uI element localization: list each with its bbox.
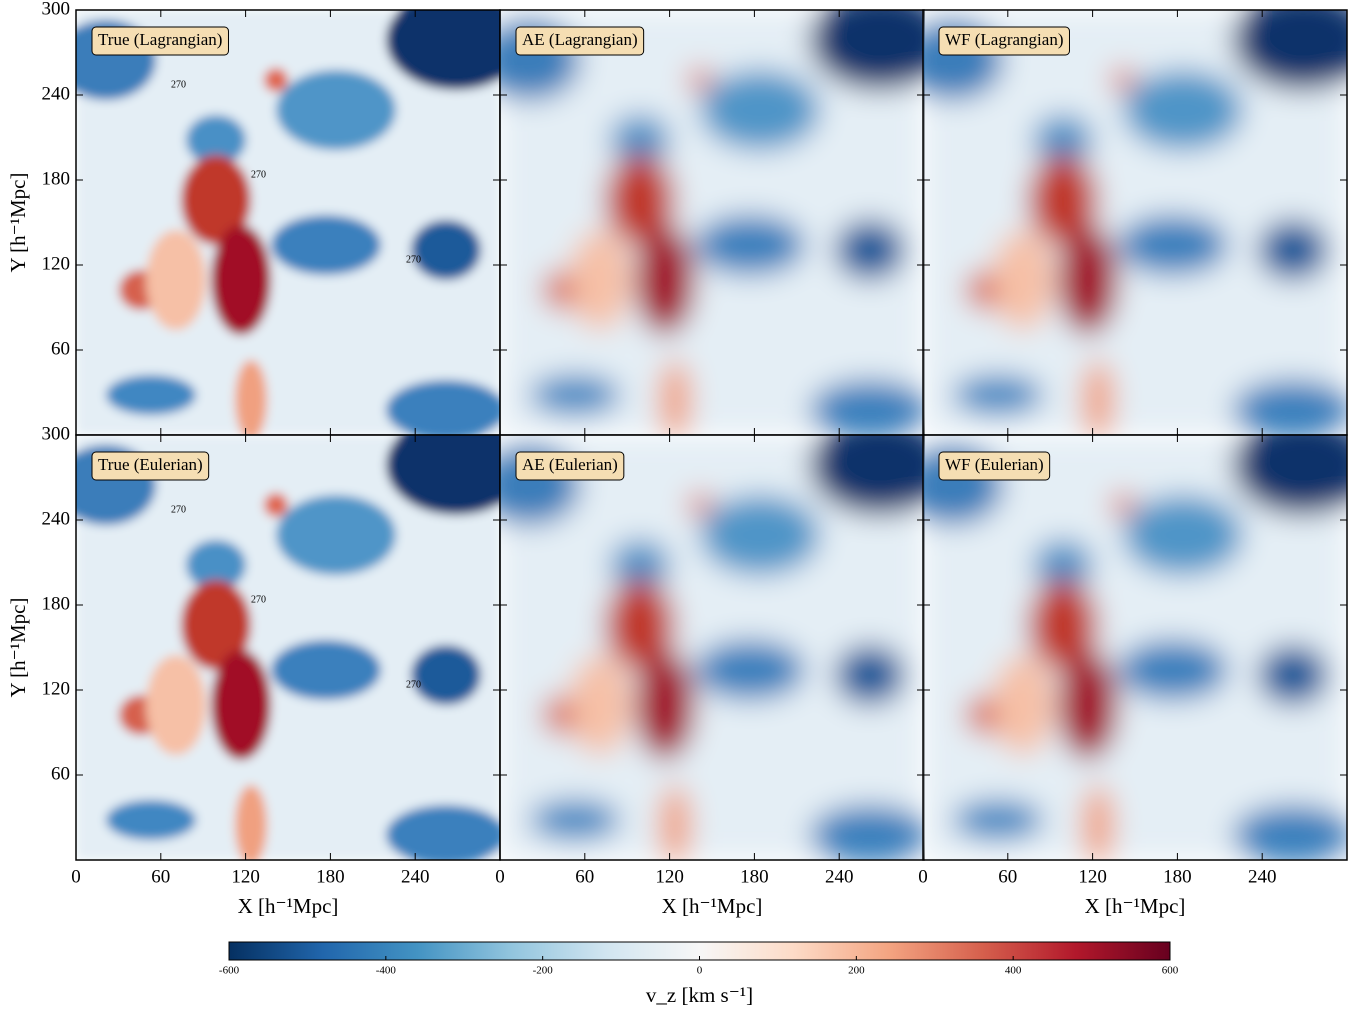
contour-label: 270 bbox=[406, 254, 421, 265]
y-axis-label: Y [h⁻¹Mpc] bbox=[6, 173, 30, 273]
y-tick-label: 180 bbox=[42, 593, 71, 614]
field bbox=[76, 435, 500, 860]
panel-title: AE (Lagrangian) bbox=[522, 30, 638, 49]
panel-title: AE (Eulerian) bbox=[522, 455, 618, 474]
panel-title-box bbox=[515, 451, 625, 481]
contour-label: 270 bbox=[171, 79, 186, 90]
panel-title-box bbox=[938, 26, 1070, 56]
colorbar-tick-label: 0 bbox=[697, 965, 703, 977]
x-axis-label: X [h⁻¹Mpc] bbox=[662, 894, 763, 918]
y-tick-label: 60 bbox=[51, 338, 70, 359]
field bbox=[923, 10, 1347, 435]
x-axis-label: X [h⁻¹Mpc] bbox=[1085, 894, 1186, 918]
field bbox=[500, 10, 924, 435]
colorbar-label: v_z [km s⁻¹] bbox=[646, 983, 753, 1007]
x-tick-label: 0 bbox=[918, 866, 928, 887]
x-tick-label: 240 bbox=[1248, 866, 1277, 887]
x-tick-label: 180 bbox=[1163, 866, 1192, 887]
panel-title-box bbox=[938, 451, 1051, 481]
x-tick-label: 60 bbox=[575, 866, 594, 887]
colorbar-tick-label: -600 bbox=[219, 965, 240, 977]
contour-label: 270 bbox=[406, 679, 421, 690]
x-tick-label: 120 bbox=[655, 866, 684, 887]
y-tick-label: 300 bbox=[42, 0, 71, 19]
panel-title: True (Lagrangian) bbox=[98, 30, 222, 49]
x-tick-label: 120 bbox=[1078, 866, 1107, 887]
field bbox=[500, 435, 924, 860]
panel-title: True (Eulerian) bbox=[98, 455, 203, 474]
colorbar-tick-label: 200 bbox=[848, 965, 865, 977]
contour-label: 270 bbox=[251, 594, 266, 605]
x-tick-label: 120 bbox=[231, 866, 260, 887]
heatmap-panel bbox=[923, 435, 1347, 860]
x-tick-label: 0 bbox=[71, 866, 81, 887]
heatmap-panel bbox=[500, 10, 924, 435]
panel-title: WF (Lagrangian) bbox=[945, 30, 1063, 49]
x-tick-label: 60 bbox=[998, 866, 1017, 887]
y-tick-label: 180 bbox=[42, 168, 71, 189]
panel-title: WF (Eulerian) bbox=[945, 455, 1044, 474]
x-tick-label: 180 bbox=[740, 866, 769, 887]
field bbox=[76, 10, 500, 435]
colorbar-tick-label: -200 bbox=[533, 965, 554, 977]
panel-title-box bbox=[91, 26, 229, 56]
contour-label: 270 bbox=[251, 169, 266, 180]
heatmap-panel bbox=[500, 435, 924, 860]
y-tick-label: 300 bbox=[42, 423, 71, 444]
x-tick-label: 240 bbox=[401, 866, 430, 887]
x-tick-label: 0 bbox=[495, 866, 505, 887]
y-tick-label: 120 bbox=[42, 678, 71, 699]
heatmap-panel bbox=[923, 10, 1347, 435]
colorbar-tick-label: 400 bbox=[1005, 965, 1022, 977]
contour-label: 270 bbox=[171, 504, 186, 515]
y-axis-label: Y [h⁻¹Mpc] bbox=[6, 598, 30, 698]
y-tick-label: 240 bbox=[42, 508, 71, 529]
heatmap-panel bbox=[76, 10, 500, 435]
field bbox=[923, 435, 1347, 860]
x-tick-label: 60 bbox=[151, 866, 170, 887]
panel-title-box bbox=[515, 26, 645, 56]
colorbar-tick-label: -400 bbox=[376, 965, 397, 977]
colorbar-tick-label: 600 bbox=[1162, 965, 1179, 977]
y-tick-label: 120 bbox=[42, 253, 71, 274]
panel-title-box bbox=[91, 451, 210, 481]
x-tick-label: 240 bbox=[825, 866, 854, 887]
x-axis-label: X [h⁻¹Mpc] bbox=[238, 894, 339, 918]
y-tick-label: 240 bbox=[42, 83, 71, 104]
y-tick-label: 60 bbox=[51, 763, 70, 784]
panel-frame bbox=[922, 434, 1348, 861]
x-tick-label: 180 bbox=[316, 866, 345, 887]
heatmap-panel bbox=[76, 435, 500, 860]
